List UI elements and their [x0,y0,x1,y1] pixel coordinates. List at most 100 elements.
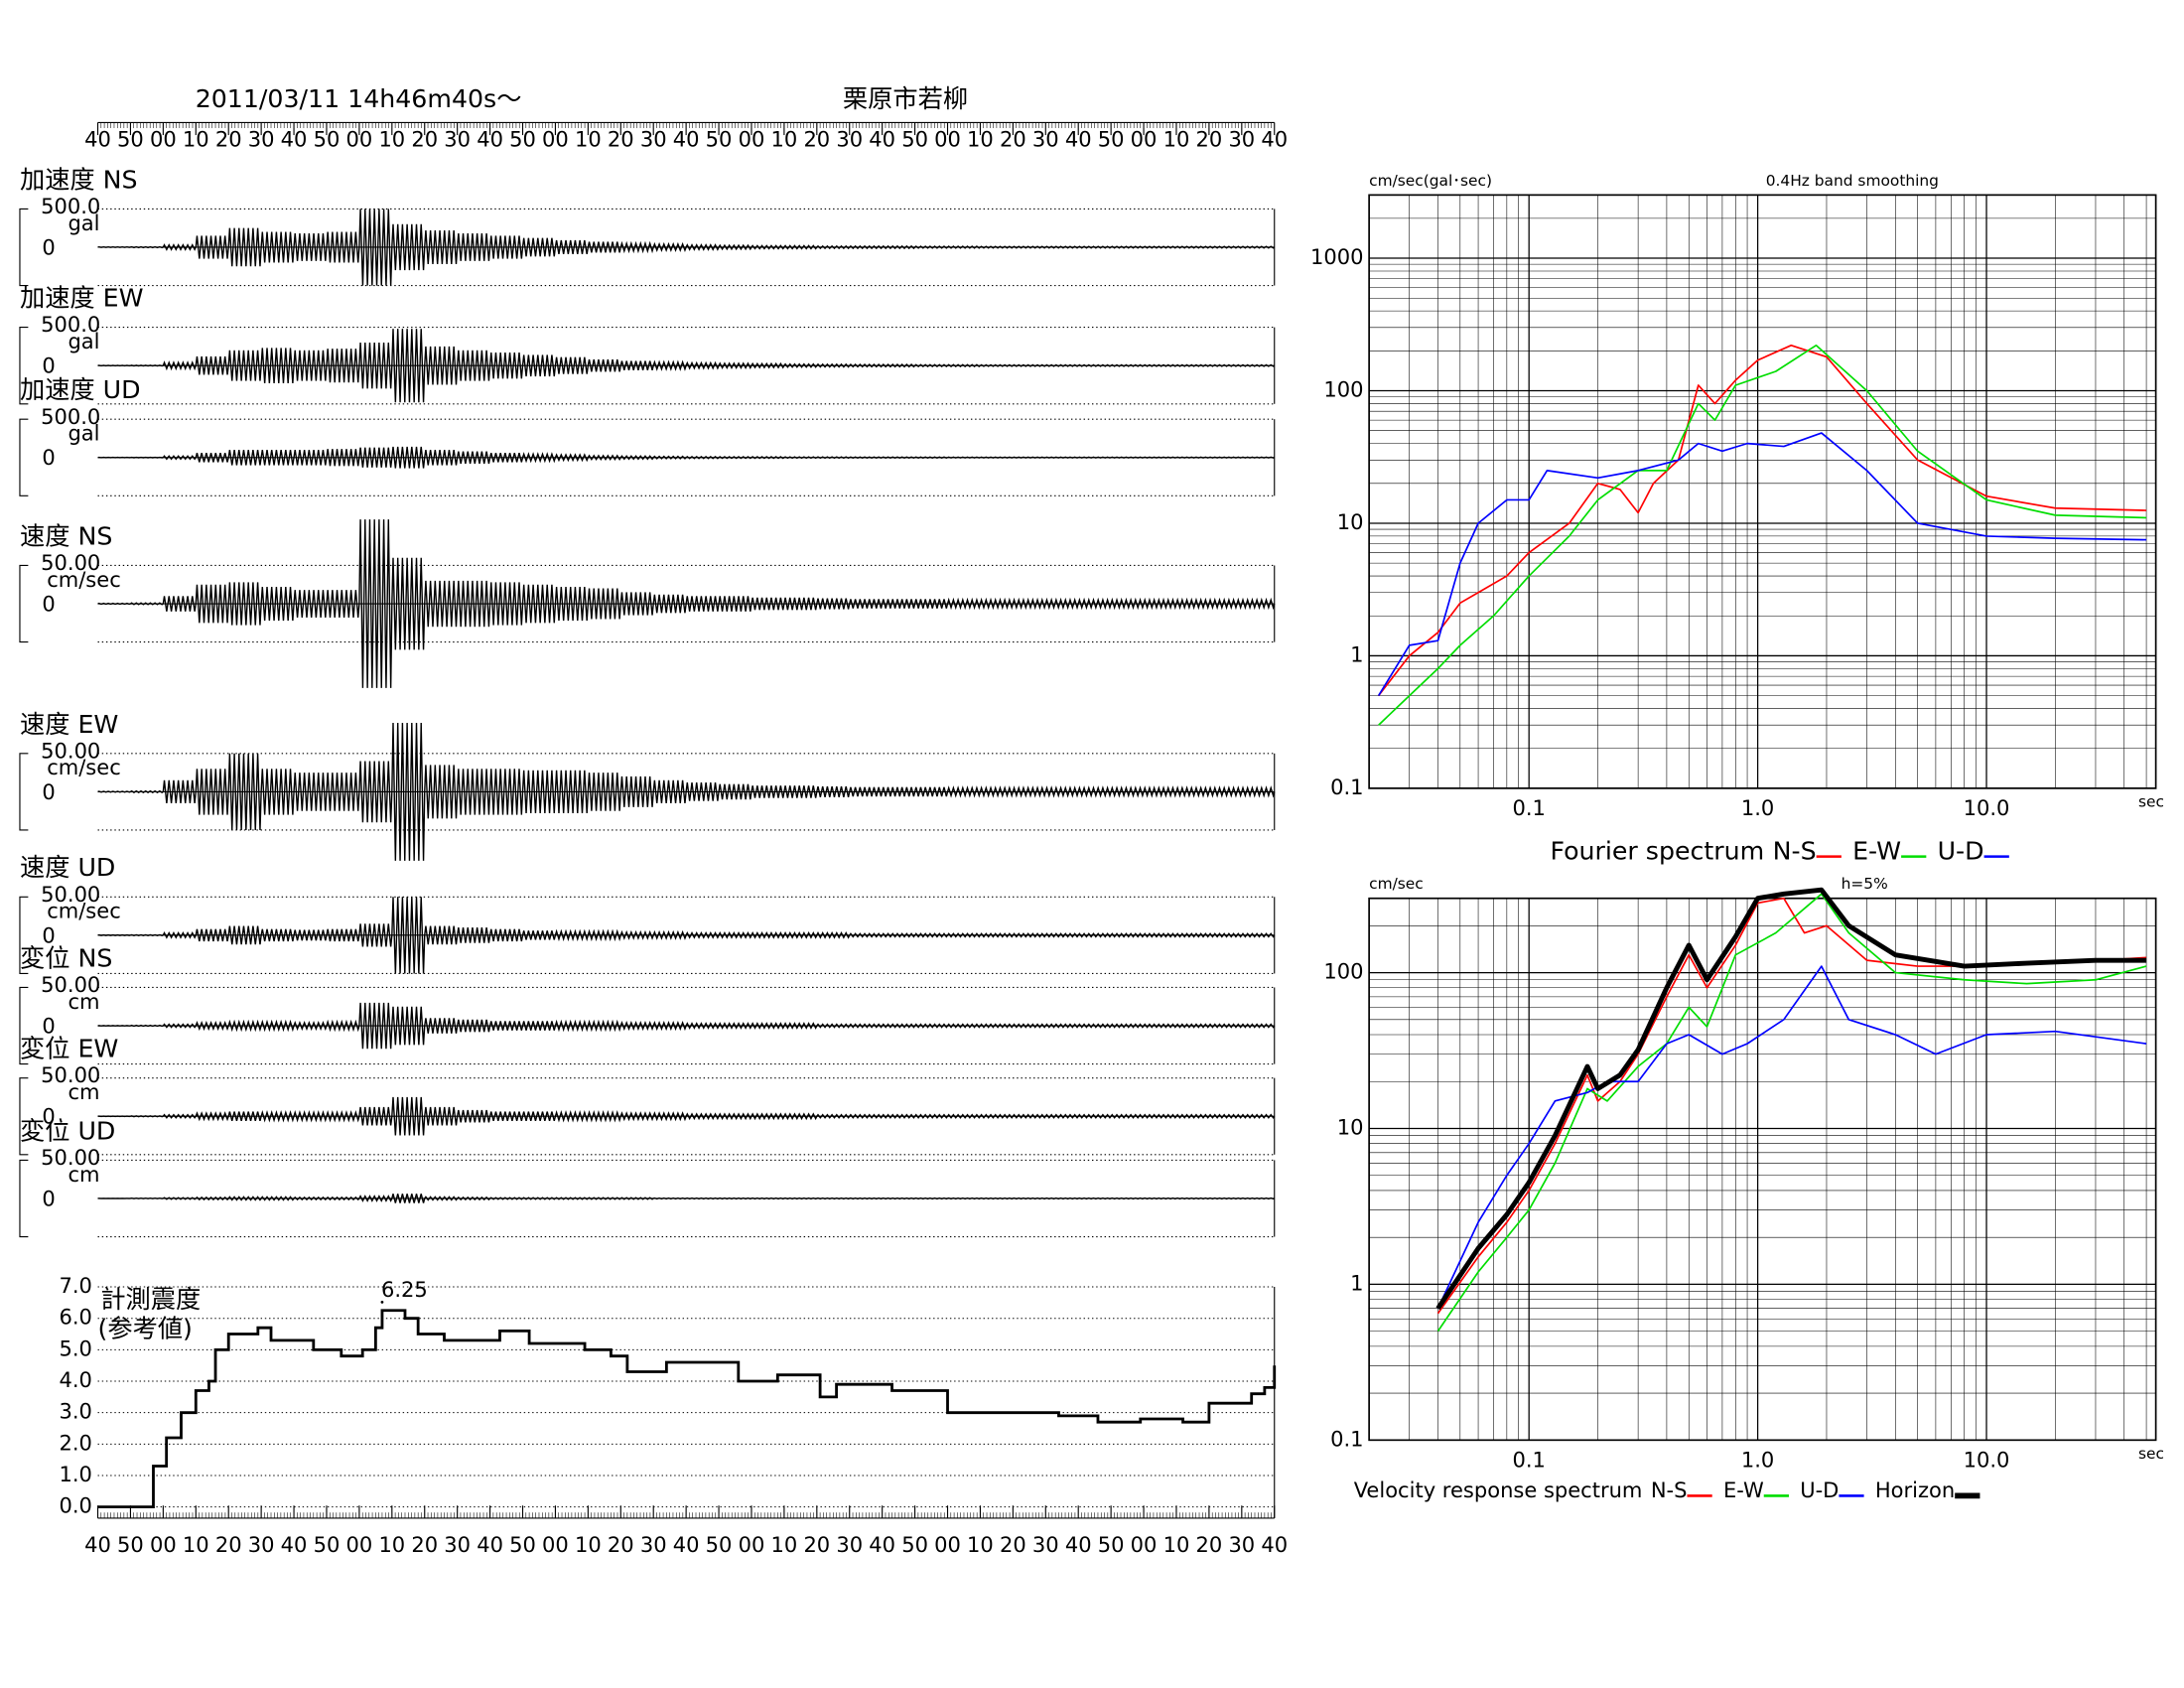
panel-label: 変位 EW [20,1035,118,1063]
time-tick-label: 40 [1065,1532,1092,1557]
waveform [554,239,590,255]
waveform [326,1019,360,1033]
time-tick-label: 30 [1032,127,1059,152]
waveform [488,352,524,379]
waveform [1077,456,1112,459]
waveform [946,785,982,798]
time-tick-label: 00 [150,127,177,152]
waveform [555,1196,589,1200]
waveform [260,231,295,263]
waveform [652,1020,687,1032]
waveform [1241,932,1276,938]
time-tick-label: 20 [1196,127,1223,152]
waveform [751,597,785,611]
waveform [587,454,621,462]
waveform [1143,785,1177,798]
waveform [1012,597,1046,611]
y-tick-label: 0.0 [59,1493,91,1518]
waveform [1175,363,1210,367]
station: 栗原市若柳 [843,84,968,113]
waveform [685,360,720,370]
waveform [162,1023,197,1029]
waveform [816,598,851,610]
waveform [947,363,981,368]
waveform [980,245,1014,249]
waveform [227,1111,262,1122]
time-tick-label: 20 [411,127,438,152]
chart-subtitle: (参考値) [98,1315,193,1343]
y-tick-label: 1 [1350,1270,1363,1295]
panel-label: 変位 NS [20,943,112,972]
time-tick-label: 40 [281,1532,308,1557]
x-axis-label: sec [2138,1445,2164,1463]
waveform [1208,456,1243,459]
time-tick-label: 00 [346,1532,373,1557]
waveform [685,596,720,612]
waveform [1208,1023,1243,1029]
waveform [1208,245,1243,249]
waveform [914,932,949,938]
waveform [914,1196,948,1200]
waveform [424,925,459,945]
waveform [849,1196,883,1200]
time-tick-label: 50 [706,127,733,152]
spectrum-line [1436,897,2147,1315]
waveform [979,1113,1014,1119]
waveform [1077,363,1112,367]
waveform [587,773,621,811]
waveform [1175,597,1210,611]
time-tick-label: 10 [575,1532,602,1557]
time-tick-label: 00 [1131,127,1158,152]
peak-annotation: 6.25 [381,1277,428,1302]
scale-label: 50.00 [41,882,100,907]
time-tick-label: 10 [1163,127,1190,152]
waveform [554,770,590,814]
waveform [882,363,916,368]
waveform [1012,363,1046,367]
waveform [260,348,295,383]
waveform [1175,1023,1210,1029]
waveform [652,455,687,460]
waveform [391,557,426,650]
waveform [1012,1113,1046,1119]
waveform [260,449,295,466]
time-tick-label: 10 [183,127,209,152]
time-tick-label: 00 [346,127,373,152]
waveform [849,244,884,250]
waveform [424,449,459,466]
waveform [947,245,981,249]
waveform [195,452,229,463]
waveform [293,929,328,941]
waveform [195,1196,229,1201]
waveform [391,446,426,469]
waveform [488,582,524,626]
waveform [947,456,981,459]
chart-subtitle: 0.4Hz band smoothing [1766,172,1939,190]
waveform [1175,1196,1210,1200]
waveform [751,1112,785,1121]
waveform [1241,1113,1276,1119]
legend-label: U-D [1800,1477,1839,1502]
waveform [1143,1023,1177,1029]
waveform [1110,932,1145,938]
unit-label: cm/sec [47,899,121,923]
waveform [130,789,164,794]
waveform [718,1022,752,1030]
scale-label: 50.00 [41,1062,100,1087]
x-axis-label: sec [2138,792,2164,810]
waveform [391,1194,426,1203]
waveform [195,769,229,815]
waveform [521,584,557,624]
y-tick-label: 10 [1337,1114,1364,1139]
time-tick-label: 40 [84,1532,111,1557]
y-tick-label: 1 [1350,641,1363,666]
waveform [326,1109,360,1123]
time-tick-label: 10 [1163,1532,1190,1557]
panel-label: 加速度 EW [20,284,144,313]
waveform [456,350,491,381]
waveform [816,362,851,368]
unit-label: cm [68,989,99,1014]
waveform [130,1115,164,1118]
waveform [1208,363,1243,367]
waveform [130,602,164,606]
